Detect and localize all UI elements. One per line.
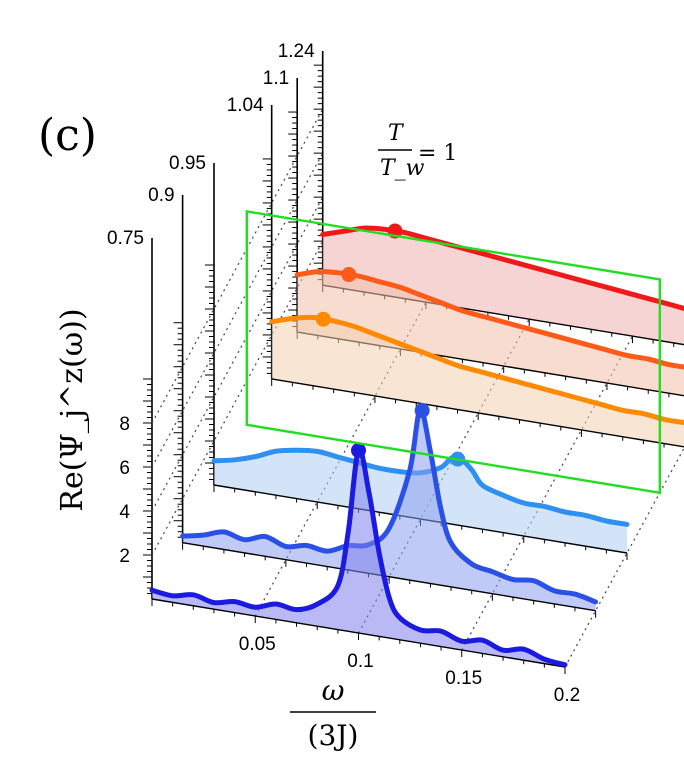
series-peak-marker (414, 403, 430, 419)
series-line (269, 314, 684, 426)
series-fill (271, 317, 684, 447)
series-line (294, 269, 684, 370)
x-tick-label: 0.15 (445, 668, 482, 689)
plane-label-denominator: T_w (380, 156, 425, 181)
marker-plane (245, 209, 661, 495)
series-peak-marker (315, 311, 331, 327)
x-axis-label: ω (3J) (290, 674, 376, 752)
y-tick-label: 6 (119, 458, 130, 479)
y-tick-label: 4 (119, 502, 130, 523)
series-line (180, 407, 599, 605)
axes-layer: 0.05 0.1 0.15 0.2 2 4 6 8 (119, 414, 580, 706)
x-axis-label-numerator: ω (322, 674, 345, 707)
depth-tick-label: 1.04 (227, 95, 264, 116)
back-wall-layer: 0.75 0.9 0.95 1.04 1.1 1.24 (107, 41, 684, 668)
plane-label-rhs: = 1 (418, 141, 457, 166)
series-fill (182, 409, 596, 611)
depth-tick-label: 1.24 (278, 41, 315, 62)
x-tick-label: 0.2 (554, 685, 580, 706)
marker-plane-layer (245, 209, 661, 495)
depth-tick-label: 1.1 (263, 68, 289, 89)
series-peak-marker (351, 442, 366, 458)
series-peak-marker (341, 267, 357, 283)
series-fill (152, 449, 565, 667)
plane-label-numerator: T (388, 121, 405, 146)
depth-tick-label: 0.75 (107, 228, 144, 249)
depth-tick-label: 0.9 (148, 185, 174, 206)
series-fill (322, 228, 684, 345)
y-grid-dotted (151, 240, 324, 556)
x-tick-label: 0.05 (239, 634, 276, 655)
x-axis-label-denominator: (3J) (308, 719, 359, 752)
x-tick-label: 0.1 (347, 651, 373, 672)
y-tick-label: 2 (119, 546, 130, 567)
series-line (211, 447, 630, 527)
panel-label: (c) (38, 110, 97, 161)
y-axis-label: Re(Ψ_j^z(ω)) (55, 308, 90, 511)
y-tick-label: 8 (119, 414, 130, 435)
series-layer (149, 223, 684, 674)
series-fill (297, 271, 684, 396)
depth-tick-label: 0.95 (169, 153, 206, 174)
plane-label: T T_w = 1 (378, 121, 457, 181)
